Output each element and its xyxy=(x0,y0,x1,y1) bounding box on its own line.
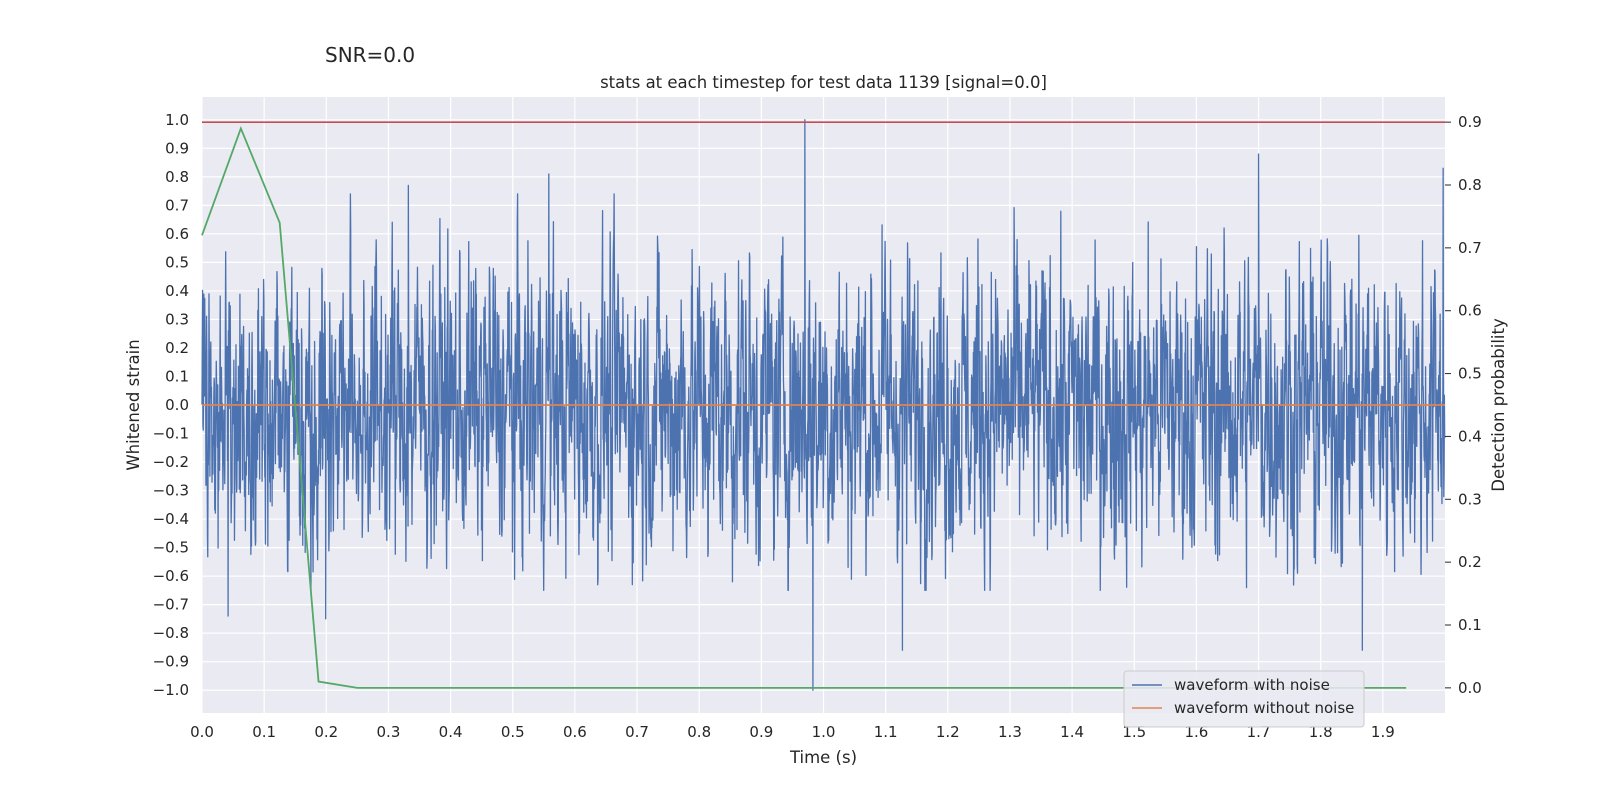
x-tick-label: 0.5 xyxy=(501,723,525,741)
y-tick-label: 0.4 xyxy=(165,282,189,300)
series-detection-probability xyxy=(201,125,1407,689)
y2-tick-label: 0.1 xyxy=(1458,616,1482,634)
x-tick-label: 1.4 xyxy=(1060,723,1084,741)
y-tick-label: 0.1 xyxy=(165,367,189,385)
x-tick-label: 1.1 xyxy=(874,723,898,741)
y2-tick-label: 0.7 xyxy=(1458,239,1482,257)
y-tick-label: 0.0 xyxy=(165,396,189,414)
y-tick-label: −0.8 xyxy=(153,624,189,642)
y-tick-label: 1.0 xyxy=(165,111,189,129)
legend: waveform with noise waveform without noi… xyxy=(1123,670,1365,728)
x-tick-label: 1.9 xyxy=(1371,723,1395,741)
x-tick-label: 1.0 xyxy=(812,723,836,741)
y-tick-label: 0.7 xyxy=(165,196,189,214)
y-tick-label: 0.8 xyxy=(165,168,189,186)
y-tick-label: 0.5 xyxy=(165,253,189,271)
y-tick-label: −0.7 xyxy=(153,596,189,614)
y-tick-label: 0.6 xyxy=(165,225,189,243)
y-tick-label: −0.5 xyxy=(153,539,189,557)
x-tick-label: 0.9 xyxy=(749,723,773,741)
legend-box xyxy=(1123,670,1365,728)
x-tick-label: 1.2 xyxy=(936,723,960,741)
y-tick-label: −0.6 xyxy=(153,567,189,585)
y-tick-label: −1.0 xyxy=(153,681,189,699)
y-tick-label: −0.1 xyxy=(153,425,189,443)
y2-tick-label: 0.9 xyxy=(1458,113,1482,131)
y-tick-label: −0.4 xyxy=(153,510,189,528)
y2-tick-label: 0.6 xyxy=(1458,302,1482,320)
y-tick-label: 0.2 xyxy=(165,339,189,357)
x-tick-label: 0.4 xyxy=(439,723,463,741)
y-tick-label: −0.3 xyxy=(153,482,189,500)
y-tick-label: 0.3 xyxy=(165,310,189,328)
series-noisy-waveform xyxy=(201,119,1446,691)
snr-label: SNR=0.0 xyxy=(325,43,415,67)
y-tick-label: 0.9 xyxy=(165,139,189,157)
x-tick-label: 0.1 xyxy=(252,723,276,741)
y-axis-label: Whitened strain xyxy=(124,339,143,470)
x-tick-label: 1.3 xyxy=(998,723,1022,741)
x-tick-label: 0.3 xyxy=(377,723,401,741)
legend-label-noisy: waveform with noise xyxy=(1174,676,1330,694)
y2-tick-labels: 0.9 0.8 0.7 0.6 0.5 0.4 0.3 0.2 0.1 0.0 xyxy=(1445,113,1482,697)
y2-tick-label: 0.0 xyxy=(1458,679,1482,697)
y2-tick-label: 0.2 xyxy=(1458,553,1482,571)
y2-tick-label: 0.4 xyxy=(1458,427,1482,445)
x-tick-label: 0.7 xyxy=(625,723,649,741)
x-tick-label: 0.8 xyxy=(687,723,711,741)
series-layer xyxy=(201,119,1446,691)
x-tick-label: 0.2 xyxy=(314,723,338,741)
y2-tick-label: 0.5 xyxy=(1458,365,1482,383)
y2-axis-label: Detection probability xyxy=(1489,318,1508,492)
legend-label-clean: waveform without noise xyxy=(1174,699,1354,717)
y2-tick-label: 0.8 xyxy=(1458,176,1482,194)
x-tick-label: 0.6 xyxy=(563,723,587,741)
y2-tick-label: 0.3 xyxy=(1458,490,1482,508)
y-tick-label: −0.2 xyxy=(153,453,189,471)
y-tick-label: −0.9 xyxy=(153,653,189,671)
x-tick-label: 0.0 xyxy=(190,723,214,741)
y-tick-labels: 1.0 0.9 0.8 0.7 0.6 0.5 0.4 0.3 0.2 0.1 0.0 −0.1 −0.… xyxy=(153,111,189,699)
chart-title: stats at each timestep for test data 113… xyxy=(600,73,1047,92)
x-axis-label: Time (s) xyxy=(789,748,857,767)
